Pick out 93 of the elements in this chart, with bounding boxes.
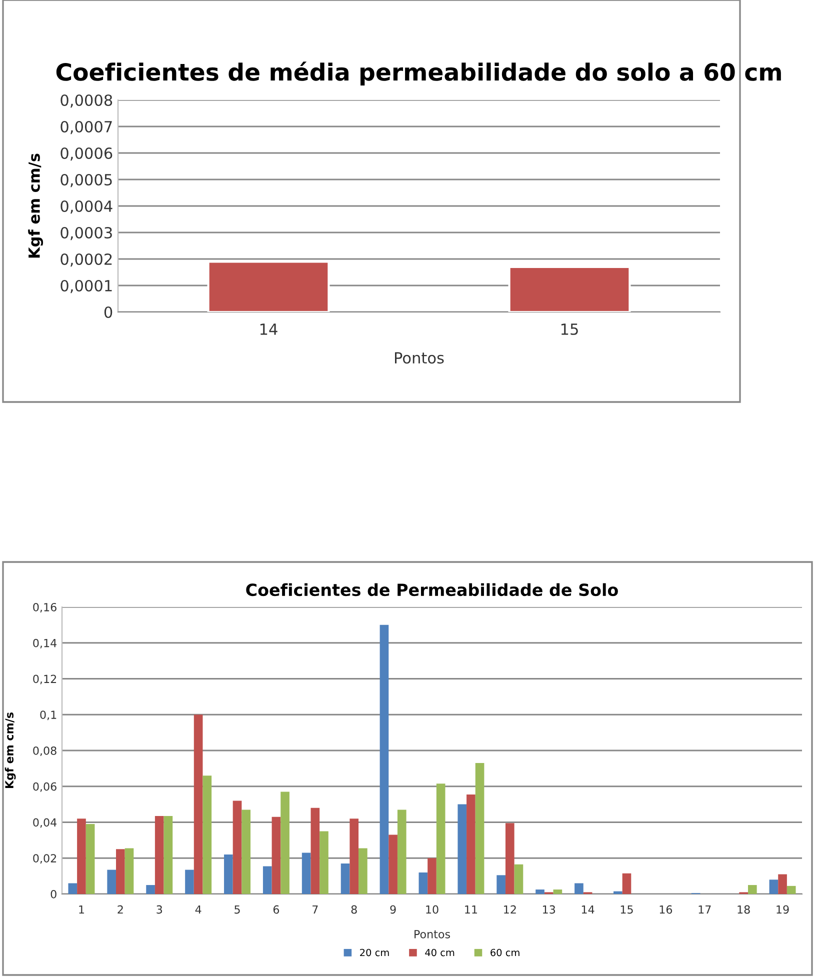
bar — [622, 873, 632, 894]
x-tick-label: 14 — [260, 324, 278, 335]
y-tick-label: 0,12 — [33, 674, 56, 684]
bar — [340, 864, 350, 894]
y-tick-label: 0,0007 — [60, 120, 112, 134]
bar — [769, 880, 778, 894]
bar — [116, 849, 125, 894]
x-tick-label: 10 — [426, 905, 438, 914]
bar — [553, 890, 562, 894]
bar — [310, 808, 320, 894]
bar — [232, 800, 242, 894]
x-tick-label: 6 — [273, 905, 280, 914]
x-tick-label: 15 — [620, 905, 633, 914]
bar — [154, 816, 164, 894]
chart-title: Coeficientes de Permeabilidade de Solo — [246, 583, 618, 596]
y-tick-label: 0,0002 — [60, 253, 112, 267]
y-tick-label: 0,0006 — [60, 147, 112, 161]
y-tick-label: 0,0008 — [60, 94, 112, 108]
bar — [320, 831, 328, 894]
bar — [380, 624, 389, 894]
x-tick-label: 17 — [698, 905, 711, 914]
y-tick-label: 0,16 — [33, 602, 56, 613]
bar — [397, 810, 406, 894]
y-tick-label: 0,0005 — [60, 174, 112, 188]
bar — [536, 890, 544, 894]
x-tick-label: 16 — [660, 905, 672, 914]
bar — [358, 848, 368, 894]
bar — [202, 776, 212, 894]
x-tick-label: 9 — [390, 905, 396, 914]
bar — [428, 858, 436, 894]
bar — [194, 714, 203, 894]
y-tick-label: 0,14 — [33, 638, 57, 648]
bar — [475, 763, 484, 894]
y-tick-label: 0,06 — [33, 782, 56, 792]
x-tick-label: 5 — [234, 905, 240, 914]
x-axis-title: Pontos — [395, 352, 444, 364]
bar — [262, 866, 272, 894]
bar — [786, 886, 796, 894]
y-tick-label: 0,0001 — [60, 280, 112, 294]
bar — [124, 848, 134, 894]
y-axis-title: Kgf em cm/s — [28, 154, 44, 258]
x-tick-label: 7 — [312, 905, 318, 914]
bar — [466, 794, 476, 894]
y-tick-label: 0,0004 — [60, 200, 112, 214]
bar — [514, 864, 524, 894]
x-tick-label: 4 — [195, 905, 202, 914]
x-axis-title: Pontos — [414, 930, 450, 938]
y-tick-label: 0,02 — [33, 854, 56, 864]
x-tick-label: 2 — [118, 905, 123, 914]
x-tick-label: 13 — [542, 905, 556, 914]
legend-label: 60 cm — [490, 948, 520, 956]
bar — [77, 818, 86, 894]
bar — [388, 834, 398, 894]
bar — [146, 885, 155, 894]
bar — [574, 883, 584, 894]
x-tick-label: 14 — [582, 905, 594, 914]
x-tick-label: 15 — [561, 324, 578, 335]
x-tick-label: 3 — [156, 905, 162, 914]
bar — [107, 870, 116, 894]
bar — [496, 875, 506, 894]
bar — [86, 824, 95, 894]
bar — [272, 816, 281, 894]
bar — [164, 816, 173, 894]
y-tick-label: 0 — [104, 306, 112, 318]
x-tick-label: 1 — [79, 905, 84, 914]
x-tick-label: 11 — [465, 905, 477, 914]
bar — [185, 870, 194, 894]
x-tick-label: 18 — [738, 905, 750, 914]
y-tick-label: 0,0003 — [60, 226, 112, 240]
x-tick-label: 12 — [504, 905, 516, 914]
bar — [748, 885, 757, 894]
x-tick-label: 19 — [776, 905, 789, 914]
bar — [224, 854, 233, 894]
y-tick-label: 0,04 — [33, 818, 57, 828]
bar — [302, 852, 311, 894]
legend-label: 20 cm — [360, 948, 389, 956]
bar — [242, 810, 251, 894]
legend-label: 40 cm — [425, 948, 454, 956]
bar — [458, 804, 467, 894]
bar — [436, 784, 446, 894]
bar — [613, 891, 622, 894]
bar — [350, 818, 359, 894]
chart-title: Coeficientes de média permeabilidade do solo a 60 cm — [56, 62, 781, 86]
y-tick-label: 0,08 — [33, 746, 56, 756]
y-tick-label: 0 — [50, 890, 56, 898]
bar — [778, 874, 787, 894]
y-axis-title: Kgf em cm/s — [4, 712, 16, 788]
bar — [68, 883, 78, 894]
bar — [418, 872, 428, 894]
bar — [280, 792, 290, 894]
y-tick-label: 0,1 — [40, 710, 56, 720]
bar — [505, 823, 514, 894]
x-tick-label: 8 — [351, 905, 357, 914]
